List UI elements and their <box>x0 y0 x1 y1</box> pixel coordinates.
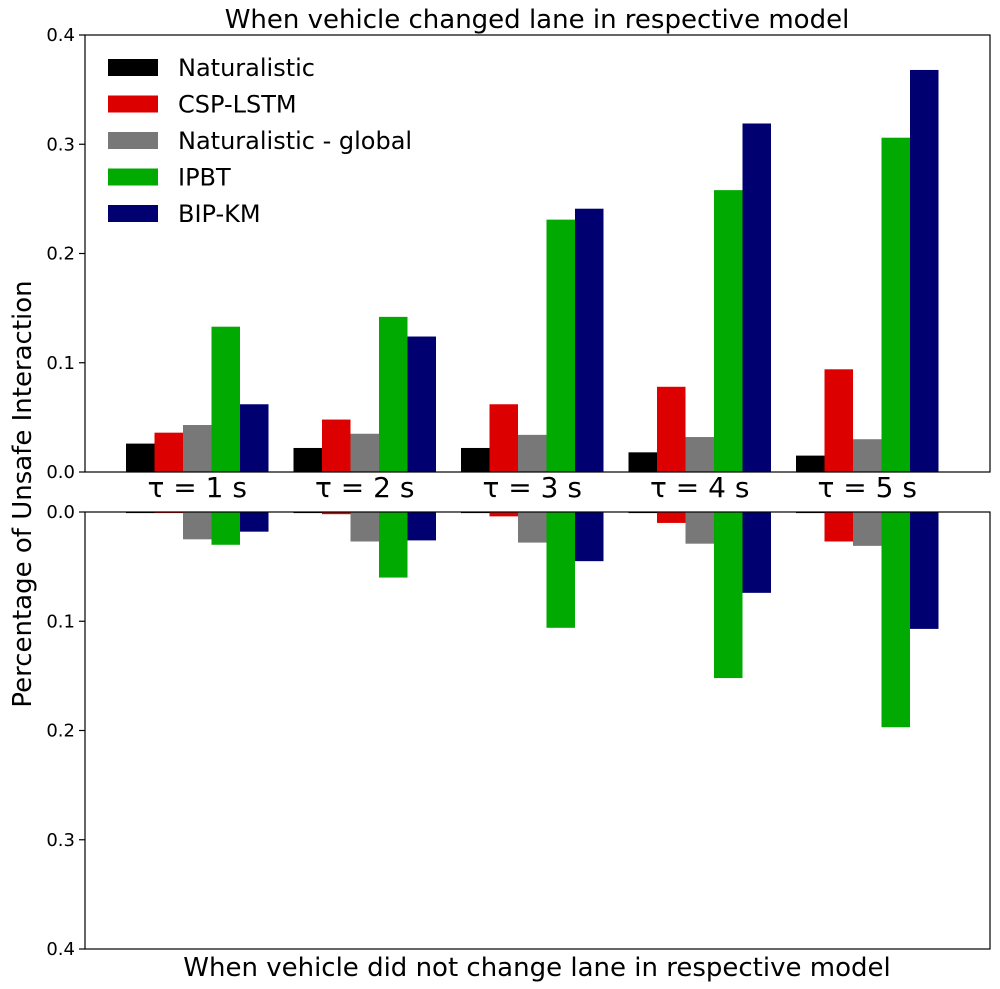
top-bar-naturalistic-3 <box>461 447 490 472</box>
bottom-bar-ipbt-4 <box>714 512 743 679</box>
top-y-tick-label: 0.0 <box>46 462 75 483</box>
x-axis-label: When vehicle did not change lane in resp… <box>183 953 890 983</box>
top-bar-csp-lstm-5 <box>824 369 853 472</box>
top-bar-ipbt-5 <box>881 137 910 472</box>
top-y-tick-label: 0.2 <box>46 244 75 265</box>
legend-swatch-csp-lstm <box>108 95 158 113</box>
top-panel: 0.0 0.1 0.2 0.3 0.4 <box>46 25 991 483</box>
category-label-2: τ = 2 s <box>315 471 414 504</box>
bottom-y-tick-label: 0.4 <box>46 939 75 960</box>
legend-label-bip-km: BIP-KM <box>178 200 261 228</box>
category-labels: τ = 1 s τ = 2 s τ = 3 s τ = 4 s τ = 5 s <box>148 471 917 504</box>
top-bar-ipbt-2 <box>379 316 408 472</box>
bottom-y-tick-label: 0.3 <box>46 830 75 851</box>
legend-label-csp-lstm: CSP-LSTM <box>178 91 297 119</box>
top-bar-bip-km-5 <box>910 69 939 473</box>
legend-swatch-naturalistic <box>108 59 158 76</box>
top-bar-ipbt-3 <box>546 219 575 472</box>
bottom-bar-naturalistic-global-4 <box>685 512 714 544</box>
top-bar-csp-lstm-3 <box>489 404 518 472</box>
bottom-bar-bip-km-3 <box>575 512 604 562</box>
top-y-tick-label: 0.1 <box>46 353 75 374</box>
y-axis-label: Percentage of Unsafe Interaction <box>8 280 38 707</box>
bottom-panel: 0.0 0.1 0.2 0.3 0.4 <box>46 502 991 960</box>
bottom-bar-naturalistic-global-3 <box>518 512 547 543</box>
legend-swatch-naturalistic-global <box>108 132 158 149</box>
bottom-bar-bip-km-2 <box>407 512 436 541</box>
top-bar-naturalistic-global-3 <box>518 434 547 472</box>
top-y-tick-label: 0.4 <box>46 25 75 46</box>
top-bar-naturalistic-global-2 <box>350 433 379 472</box>
category-label-4: τ = 4 s <box>650 471 749 504</box>
bottom-bar-ipbt-3 <box>546 512 575 628</box>
top-bar-csp-lstm-1 <box>154 432 183 472</box>
top-bar-csp-lstm-4 <box>657 386 686 472</box>
category-label-1: τ = 1 s <box>148 471 247 504</box>
top-bar-bip-km-3 <box>575 208 604 472</box>
bottom-frame <box>84 511 991 950</box>
legend: Naturalistic CSP-LSTM Naturalistic - globa… <box>108 54 412 228</box>
category-label-3: τ = 3 s <box>483 471 582 504</box>
top-bar-naturalistic-2 <box>293 447 322 472</box>
top-bar-naturalistic-1 <box>126 443 155 472</box>
bottom-y-tick-label: 0.0 <box>46 502 75 523</box>
top-y-tick-label: 0.3 <box>46 134 75 155</box>
top-bar-bip-km-1 <box>240 404 269 472</box>
bottom-bar-naturalistic-global-2 <box>350 512 379 542</box>
bottom-y-tick-label: 0.1 <box>46 611 75 632</box>
bottom-bar-bip-km-1 <box>240 512 269 532</box>
top-bar-bip-km-2 <box>407 336 436 472</box>
bottom-bar-csp-lstm-3 <box>489 512 518 517</box>
legend-label-naturalistic-global: Naturalistic - global <box>178 127 412 155</box>
bottom-bar-csp-lstm-2 <box>322 512 351 515</box>
top-bar-naturalistic-global-4 <box>685 437 714 472</box>
bottom-bar-bip-km-5 <box>910 512 939 629</box>
top-bar-ipbt-1 <box>211 326 240 472</box>
bottom-bar-ipbt-1 <box>211 512 240 545</box>
top-bar-csp-lstm-2 <box>322 419 351 472</box>
category-label-5: τ = 5 s <box>818 471 917 504</box>
bottom-bar-ipbt-5 <box>881 512 910 728</box>
legend-swatch-bip-km <box>108 205 158 222</box>
bottom-bar-csp-lstm-4 <box>657 512 686 523</box>
top-bar-naturalistic-global-5 <box>853 439 882 472</box>
top-bar-ipbt-4 <box>714 190 743 472</box>
top-bar-naturalistic-5 <box>796 455 825 472</box>
bottom-bar-ipbt-2 <box>379 512 408 578</box>
bottom-y-tick-label: 0.2 <box>46 721 75 742</box>
top-bar-naturalistic-4 <box>628 452 657 472</box>
bottom-bar-naturalistic-global-5 <box>853 512 882 546</box>
bottom-bar-csp-lstm-5 <box>824 512 853 542</box>
top-bar-bip-km-4 <box>742 123 771 473</box>
chart-title: When vehicle changed lane in respective … <box>225 5 850 35</box>
bottom-bar-naturalistic-global-1 <box>183 512 212 540</box>
bottom-bar-bip-km-4 <box>742 512 771 593</box>
legend-label-ipbt: IPBT <box>178 164 231 192</box>
top-bar-naturalistic-global-1 <box>183 425 212 472</box>
legend-swatch-ipbt <box>108 168 158 186</box>
legend-label-naturalistic: Naturalistic <box>178 54 315 82</box>
